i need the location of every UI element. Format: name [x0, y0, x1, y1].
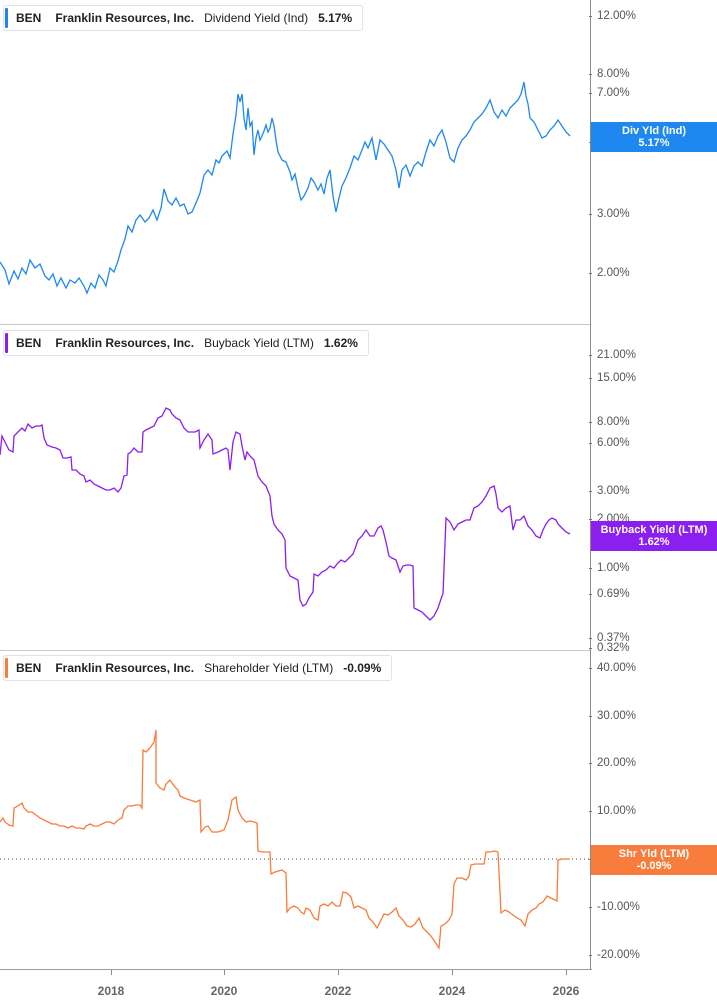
y-tick: 30.00% [588, 710, 636, 722]
buyback-yield-line [0, 407, 571, 621]
y-tick: 12.00% [588, 10, 636, 22]
y-tick: 8.00% [589, 68, 630, 80]
series-color-swatch [5, 333, 8, 353]
flag-value: 5.17% [638, 137, 670, 149]
shareholder-yield-legend: BEN Franklin Resources, Inc. Shareholder… [3, 655, 393, 681]
shareholder-yield-line [0, 729, 570, 950]
y-tick: 21.00% [588, 349, 636, 361]
legend-metric: Shareholder Yield (LTM) [204, 661, 334, 675]
legend-value: 1.62% [323, 336, 358, 350]
dividend-yield-plot [0, 81, 571, 295]
y-tick: 0.69% [589, 588, 630, 600]
y-tick: 3.00% [589, 485, 630, 497]
x-tick-label: 2024 [438, 984, 466, 998]
panel-separator [0, 650, 590, 651]
y-tick: 2.00% [589, 267, 630, 279]
x-tick-mark [566, 970, 567, 975]
flag-label: Div Yld (Ind) [622, 125, 686, 137]
y-tick: 0.32% [589, 642, 630, 654]
y-tick: 7.00% [589, 87, 630, 99]
y-tick: 3.00% [589, 208, 630, 220]
legend-metric: Dividend Yield (Ind) [204, 11, 309, 25]
flag-label: Buyback Yield (LTM) [600, 524, 708, 536]
flag-value: 1.62% [638, 536, 670, 548]
x-tick-label: 2018 [97, 984, 125, 998]
shareholder-yield-price-flag: Shr Yld (LTM) -0.09% [591, 845, 717, 875]
x-tick-mark [338, 970, 339, 975]
y-tick: -10.00% [589, 901, 640, 913]
y-axis-line [590, 0, 591, 970]
buyback-yield-price-flag: Buyback Yield (LTM) 1.62% [591, 521, 717, 551]
y-tick: 10.00% [588, 805, 636, 817]
y-tick: 8.00% [589, 416, 630, 428]
x-tick-label: 2020 [210, 984, 238, 998]
legend-ticker: BEN [16, 661, 42, 675]
buyback-yield-legend: BEN Franklin Resources, Inc. Buyback Yie… [3, 330, 369, 356]
y-tick: 40.00% [588, 662, 636, 674]
legend-company: Franklin Resources, Inc. [55, 11, 195, 25]
y-tick: 1.00% [589, 562, 630, 574]
shareholder-yield-plot [0, 729, 590, 950]
x-tick-mark [111, 970, 112, 975]
dividend-yield-price-flag: Div Yld (Ind) 5.17% [591, 122, 717, 152]
dividend-yield-legend: BEN Franklin Resources, Inc. Dividend Yi… [3, 5, 364, 31]
legend-value: 5.17% [318, 11, 353, 25]
flag-value: -0.09% [636, 860, 672, 872]
legend-value: -0.09% [343, 661, 382, 675]
panel-separator [0, 324, 590, 325]
x-tick-mark [452, 970, 453, 975]
y-tick: -20.00% [589, 949, 640, 961]
series-color-swatch [5, 8, 8, 28]
legend-ticker: BEN [16, 11, 42, 25]
y-tick: 0.37% [589, 632, 630, 644]
dividend-yield-line [0, 81, 571, 295]
legend-ticker: BEN [16, 336, 42, 350]
legend-company: Franklin Resources, Inc. [55, 661, 195, 675]
x-axis-line [0, 969, 592, 970]
y-tick: 20.00% [588, 757, 636, 769]
series-color-swatch [5, 658, 8, 678]
x-tick-mark [224, 970, 225, 975]
x-tick-label: 2022 [324, 984, 352, 998]
y-tick: 15.00% [588, 372, 636, 384]
x-tick-label: 2026 [552, 984, 580, 998]
legend-metric: Buyback Yield (LTM) [204, 336, 314, 350]
buyback-yield-plot [0, 407, 571, 621]
legend-company: Franklin Resources, Inc. [55, 336, 195, 350]
flag-label: Shr Yld (LTM) [618, 848, 690, 860]
y-tick: 6.00% [589, 437, 630, 449]
